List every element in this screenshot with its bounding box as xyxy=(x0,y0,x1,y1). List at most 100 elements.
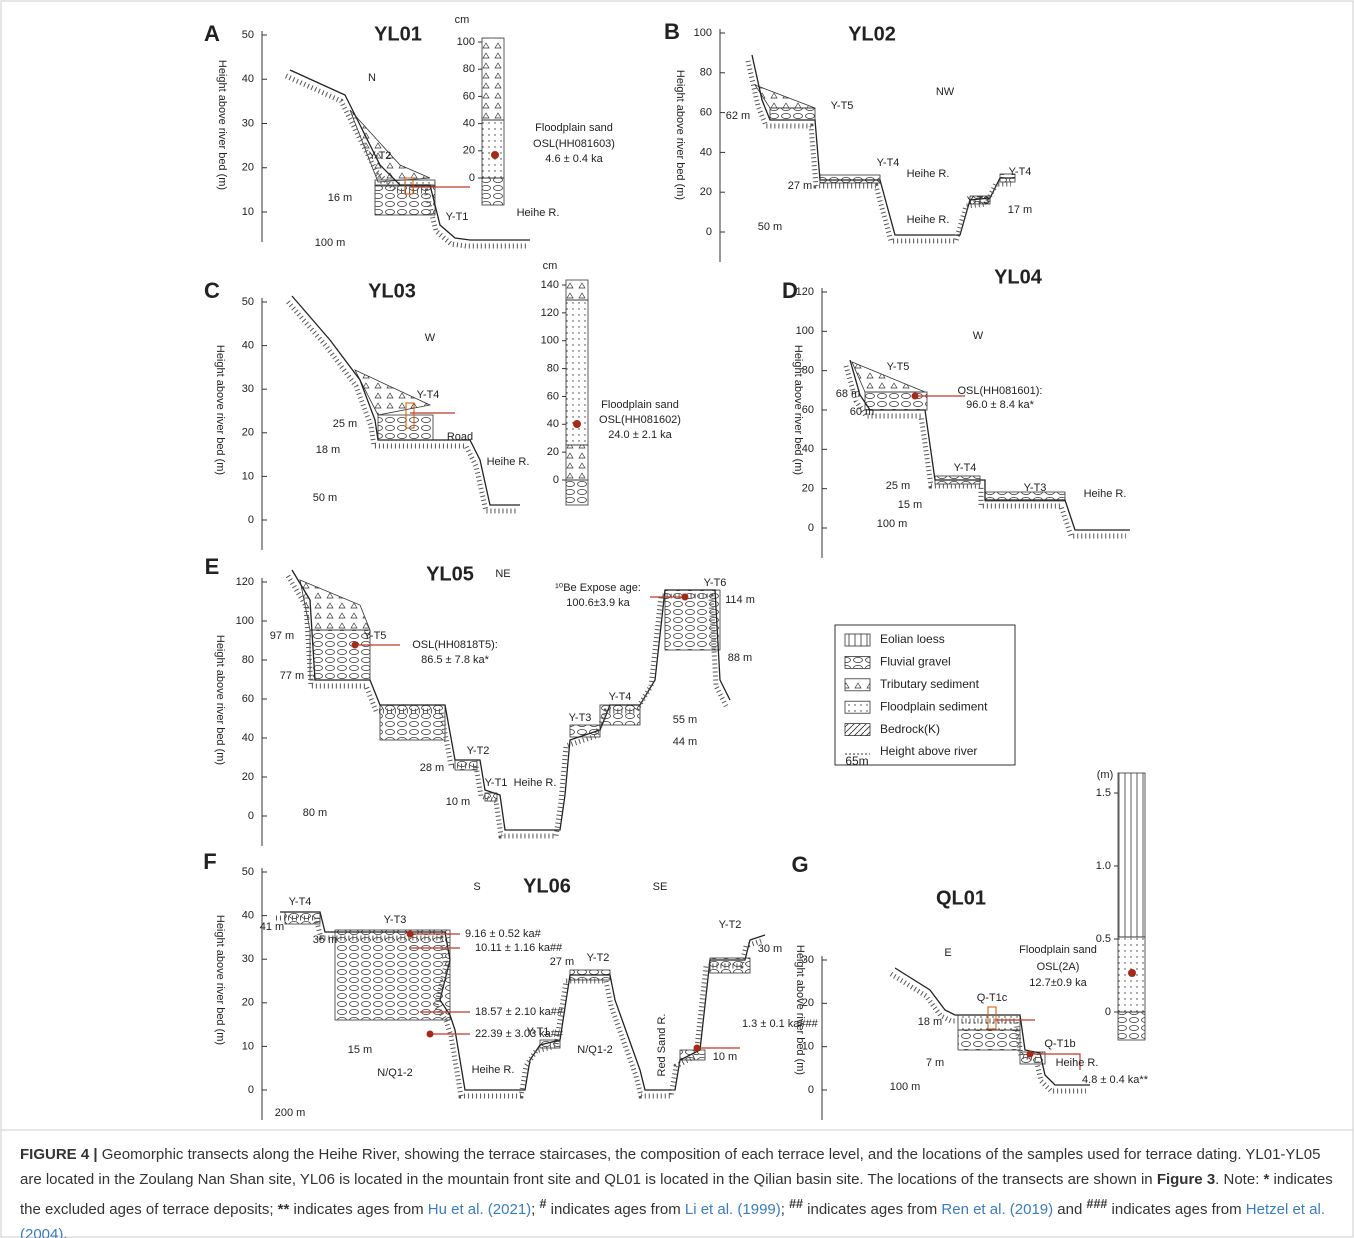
y-tick-label: 40 xyxy=(242,732,254,744)
sample-arrow xyxy=(1030,1053,1081,1070)
annotation: 9.16 ± 0.52 ka# xyxy=(465,928,542,940)
y-tick-label: 60 xyxy=(700,107,712,119)
annotation: N/Q1-2 xyxy=(377,1067,412,1079)
y-tick-label: 120 xyxy=(236,576,254,588)
y-tick-label: 50 xyxy=(242,866,254,878)
caption-text: . xyxy=(63,1226,68,1238)
annotation: 44 m xyxy=(673,736,697,748)
caption-label: FIGURE 4 | xyxy=(20,1146,98,1163)
y-tick-label: 40 xyxy=(700,146,712,158)
annotation: 15 m xyxy=(898,499,922,511)
caption-text: indicates the excluded ages of terrace d… xyxy=(20,1171,1333,1218)
annotation: Y-T1 xyxy=(527,1026,550,1038)
y-tick-label: 80 xyxy=(802,365,814,377)
y-tick-label: 40 xyxy=(242,73,254,85)
column-section xyxy=(565,279,589,301)
annotation: Y-T4 xyxy=(417,389,440,401)
panel-title: YL06 xyxy=(523,875,571,897)
y-tick-label: 100 xyxy=(236,615,254,627)
annotation: 96.0 ± 8.4 ka* xyxy=(966,399,1035,411)
annotation: Y-T5 xyxy=(364,630,387,642)
bedrock-hatch xyxy=(745,60,1011,244)
annotation: Floodplain sand xyxy=(535,122,613,134)
caption-text: ; xyxy=(780,1201,790,1218)
annotation: Heihe R. xyxy=(517,207,560,219)
column-tick-label: 140 xyxy=(541,279,559,291)
annotation: Y-T2 xyxy=(587,952,610,964)
annotation: ¹⁰Be Expose age: xyxy=(555,582,641,594)
annotation: Y-T2 xyxy=(719,919,742,931)
annotation: 55 m xyxy=(673,714,697,726)
caption-bold: Figure 3 xyxy=(1156,1171,1216,1188)
y-tick-label: 40 xyxy=(242,910,254,922)
column-tick-label: 20 xyxy=(547,446,559,458)
legend-label: Fluvial gravel xyxy=(880,655,951,669)
deposit xyxy=(309,629,371,681)
sample-box xyxy=(404,177,414,195)
annotation: 15 m xyxy=(348,1044,372,1056)
sample-point xyxy=(406,930,414,938)
annotation: N xyxy=(368,72,376,84)
tributary-wedge xyxy=(753,84,816,109)
annotation: Y-T4 xyxy=(289,896,312,908)
deposit xyxy=(539,1039,561,1049)
y-tick-label: 100 xyxy=(694,27,712,39)
annotation: 41 m xyxy=(260,921,284,933)
column-tick-label: 60 xyxy=(463,90,475,102)
citation-link[interactable]: Li et al. (1999) xyxy=(684,1201,781,1218)
y-tick-label: 20 xyxy=(242,162,254,174)
terrain-profile xyxy=(894,967,1090,1086)
y-tick-label: 100 xyxy=(796,325,814,337)
column-tick-label: 40 xyxy=(547,418,559,430)
y-tick-label: 0 xyxy=(248,810,254,822)
annotation: 80 m xyxy=(303,807,327,819)
tributary-wedge xyxy=(354,369,432,416)
annotation: Heihe R. xyxy=(487,456,530,468)
annotation: Y-T4 xyxy=(609,691,632,703)
sample-point xyxy=(1026,1050,1034,1058)
y-tick-label: 20 xyxy=(802,483,814,495)
column-tick-label: 80 xyxy=(547,362,559,374)
column-tick-label: 100 xyxy=(541,335,559,347)
citation-link[interactable]: Hu et al. (2021) xyxy=(427,1201,532,1218)
annotation: OSL(2A) xyxy=(1037,961,1080,973)
y-tick-label: 80 xyxy=(242,654,254,666)
panel-title: YL04 xyxy=(994,266,1043,288)
annotation: 12.7±0.9 ka xyxy=(1029,977,1087,989)
legend-swatch xyxy=(844,678,871,692)
annotation: OSL(HH0818T5): xyxy=(412,639,498,651)
legend-swatch xyxy=(844,656,871,669)
annotation: 17 m xyxy=(1008,204,1032,216)
column-tick-label: 120 xyxy=(541,307,559,319)
annotation: 4.8 ± 0.4 ka** xyxy=(1082,1074,1149,1086)
y-tick-label: 10 xyxy=(242,470,254,482)
annotation: Heihe R. xyxy=(907,168,950,180)
axis-label: Height above river bed (m) xyxy=(214,635,226,765)
column-section xyxy=(481,37,505,121)
caption-text: Geomorphic transects along the Heihe Riv… xyxy=(20,1146,1321,1188)
annotation: NW xyxy=(936,86,955,98)
caption-text: indicates ages from xyxy=(803,1201,942,1218)
y-tick-label: 60 xyxy=(242,693,254,705)
caption-bold: ** xyxy=(277,1201,290,1218)
tributary-wedge xyxy=(299,579,371,631)
annotation: Y-T2 xyxy=(369,150,392,162)
annotation: 50 m xyxy=(313,492,337,504)
citation-link[interactable]: Hetzel et al. (2004) xyxy=(20,1201,1325,1238)
caption-text: indicates ages from xyxy=(289,1201,428,1218)
annotation: 25 m xyxy=(886,480,910,492)
column-section xyxy=(481,177,505,206)
column-tick-label: 60 xyxy=(547,390,559,402)
annotation: Red Sand R. xyxy=(656,1014,668,1077)
citation-link[interactable]: Ren et al. (2019) xyxy=(941,1201,1054,1218)
column-tick-label: 20 xyxy=(463,145,475,157)
sample-point xyxy=(1128,969,1136,977)
annotation: Y-T6 xyxy=(704,577,727,589)
column-tick-label: 0 xyxy=(553,474,559,486)
deposit xyxy=(379,704,446,741)
terrain-profile xyxy=(291,569,731,831)
axis-label: Height above river bed (m) xyxy=(216,60,228,190)
panel-title: QL01 xyxy=(936,887,986,909)
annotation: SE xyxy=(653,881,668,893)
